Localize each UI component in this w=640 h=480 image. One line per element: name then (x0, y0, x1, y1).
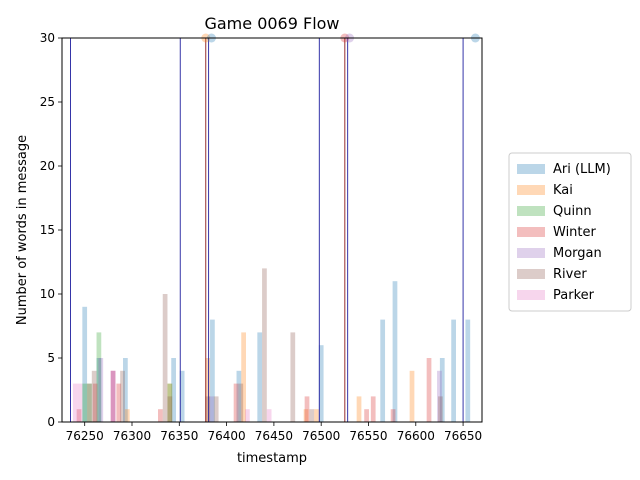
x-tick-label-6: 76550 (349, 429, 387, 443)
bar-1-0 (124, 409, 130, 422)
bar-3-3 (116, 383, 122, 422)
bars-layer (70, 38, 471, 422)
bar-0-5 (210, 319, 215, 422)
bar-0-10 (392, 281, 398, 422)
y-axis: 0 5 10 15 20 25 30 (40, 31, 62, 429)
y-tick-label-0: 0 (47, 415, 55, 429)
bar-1-6 (356, 396, 362, 422)
bar-5-8 (262, 268, 267, 422)
y-tick-label-1: 5 (47, 351, 55, 365)
bar-3-4 (158, 409, 163, 422)
bar-0-6 (236, 370, 242, 422)
bar-1-3 (241, 332, 246, 422)
x-axis: 76250 76300 76350 76400 76450 76500 76550 76600… (66, 422, 482, 443)
bar-2-0 (82, 383, 88, 422)
legend-label-4: Morgan (553, 246, 602, 261)
legend-swatch-6 (517, 290, 545, 300)
x-tick-label-5: 76500 (302, 429, 340, 443)
x-tick-label-4: 76450 (255, 429, 293, 443)
y-tick-label-4: 20 (40, 159, 55, 173)
legend-label-5: River (553, 267, 587, 282)
chart-title: Game 0069 Flow (204, 14, 339, 33)
bar-0-11 (439, 358, 445, 422)
bar-5-5 (205, 396, 211, 422)
y-tick-label-5: 25 (40, 95, 55, 109)
bar-2-3 (167, 383, 173, 422)
x-tick-label-3: 76400 (208, 429, 246, 443)
bar-4-2 (209, 396, 214, 422)
bar-5-10 (309, 409, 315, 422)
bar-5-1 (91, 370, 97, 422)
bar-5-9 (290, 332, 296, 422)
bar-6-0 (72, 383, 78, 422)
bar-0-2 (123, 358, 128, 422)
legend-label-2: Quinn (553, 204, 592, 219)
bar-3-10 (426, 358, 432, 422)
bar-3-0 (76, 409, 82, 422)
legend-label-1: Kai (553, 183, 573, 198)
bar-5-2 (120, 370, 125, 422)
bar-3-6 (304, 396, 310, 422)
x-axis-label: timestamp (237, 451, 307, 466)
legend-swatch-4 (517, 248, 545, 258)
bar-4-1 (110, 370, 116, 422)
legend-label-3: Winter (553, 225, 597, 240)
legend-label-6: Parker (553, 288, 595, 303)
x-tick-label-2: 76350 (160, 429, 198, 443)
bar-0-12 (451, 319, 456, 422)
legend-swatch-0 (517, 164, 545, 174)
bar-1-4 (303, 409, 309, 422)
bar-5-0 (87, 383, 92, 422)
bar-0-7 (257, 332, 263, 422)
bar-3-8 (370, 396, 376, 422)
bar-4-0 (98, 358, 104, 422)
bar-0-9 (380, 319, 386, 422)
bar-6-3 (245, 409, 250, 422)
bar-3-5 (233, 383, 239, 422)
bar-3-1 (92, 383, 98, 422)
legend-swatch-2 (517, 206, 545, 216)
x-tick-label-0: 76250 (66, 429, 104, 443)
bar-5-7 (238, 383, 244, 422)
bar-1-5 (314, 409, 319, 422)
x-tick-label-7: 76600 (397, 429, 435, 443)
bar-1-2 (205, 358, 211, 422)
legend: Ari (LLM) Kai Quinn Winter Morgan River Parker (508, 152, 632, 312)
legend-label-0: Ari (LLM) (553, 162, 611, 177)
bar-0-13 (465, 319, 471, 422)
bar-3-7 (364, 409, 369, 422)
bar-4-3 (437, 370, 442, 422)
bar-0-1 (96, 358, 102, 422)
y-tick-label-3: 15 (40, 223, 55, 237)
y-axis-label: Number of words in message (15, 135, 30, 325)
bar-6-4 (266, 409, 272, 422)
bar-5-6 (213, 396, 219, 422)
bar-1-1 (167, 383, 173, 422)
bar-6-2 (110, 370, 116, 422)
bar-0-8 (318, 345, 324, 422)
bar-1-7 (409, 370, 415, 422)
bar-0-4 (179, 370, 185, 422)
bar-0-3 (171, 358, 176, 422)
y-tick-label-6: 30 (40, 31, 55, 45)
legend-box (508, 152, 632, 312)
legend-swatch-5 (517, 269, 545, 279)
bar-2-2 (96, 332, 102, 422)
bar-6-1 (77, 383, 83, 422)
x-tick-label-1: 76300 (113, 429, 151, 443)
legend-swatch-1 (517, 185, 545, 195)
bar-5-4 (167, 396, 173, 422)
legend-swatch-3 (517, 227, 545, 237)
y-tick-label-2: 10 (40, 287, 55, 301)
bar-5-3 (162, 294, 168, 422)
bar-0-0 (82, 306, 88, 422)
bar-2-1 (87, 383, 92, 422)
bar-5-11 (438, 396, 443, 422)
bar-3-2 (110, 370, 116, 422)
x-tick-label-8: 76650 (444, 429, 482, 443)
bar-3-9 (390, 409, 396, 422)
